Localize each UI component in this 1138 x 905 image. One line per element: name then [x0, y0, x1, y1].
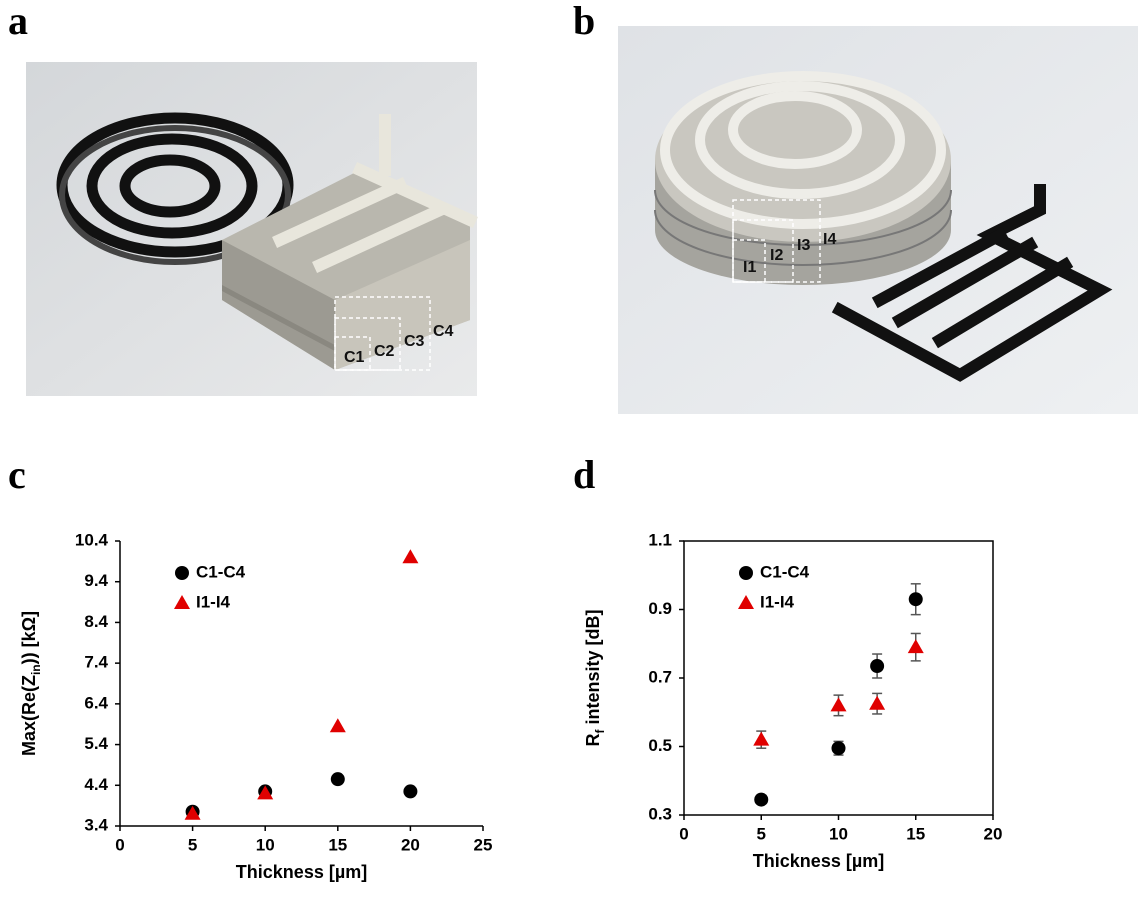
legend-label: C1-C4	[760, 562, 810, 581]
y-tick-label: 8.4	[84, 612, 108, 631]
y-tick-label: 0.9	[648, 599, 672, 618]
panel-label: b	[573, 0, 595, 43]
marker	[754, 793, 768, 807]
marker	[403, 784, 417, 798]
y-axis-label-part: )) [kΩ]	[19, 611, 39, 664]
y-tick-label: 6.4	[84, 693, 108, 712]
x-tick-label: 10	[256, 835, 275, 854]
legend-label: I1-I4	[760, 592, 795, 611]
panel-label: a	[8, 0, 28, 43]
annotation: I4	[823, 231, 836, 248]
x-tick-label: 15	[906, 824, 925, 843]
y-tick-label: 4.4	[84, 775, 108, 794]
annotation: C3	[404, 333, 425, 350]
x-tick-label: 5	[757, 824, 766, 843]
y-tick-label: 0.3	[648, 804, 672, 823]
x-axis-label: Thickness [µm]	[753, 851, 884, 871]
panel-label: d	[573, 452, 595, 497]
y-tick-label: 5.4	[84, 734, 108, 753]
y-tick-label: 10.4	[75, 530, 109, 549]
x-tick-label: 20	[984, 824, 1003, 843]
marker	[908, 639, 924, 653]
x-tick-label: 15	[328, 835, 347, 854]
x-tick-label: 10	[829, 824, 848, 843]
marker	[753, 732, 769, 746]
marker	[870, 659, 884, 673]
y-axis-label: Max(Re(Zin)) [kΩ]	[19, 611, 43, 756]
annotation: I3	[797, 237, 810, 254]
plot-frame	[684, 541, 993, 815]
y-tick-label: 0.5	[648, 736, 672, 755]
y-axis-label: Rf intensity [dB]	[583, 610, 607, 747]
annotation: I1	[743, 259, 756, 276]
annotation: C4	[433, 323, 454, 340]
x-tick-label: 25	[474, 835, 493, 854]
legend-marker	[739, 566, 753, 580]
y-tick-label: 7.4	[84, 653, 108, 672]
x-tick-label: 0	[115, 835, 124, 854]
render-a: C1 C2 C3 C4	[26, 62, 477, 396]
marker	[832, 741, 846, 755]
y-axis-label-part: Max(Re(Z	[19, 675, 39, 756]
y-axis-label-part: R	[583, 734, 603, 747]
y-axis-label-part: in	[29, 664, 43, 675]
annotation: I2	[770, 247, 783, 264]
y-tick-label: 1.1	[648, 530, 672, 549]
y-axis-label-part: intensity [dB]	[583, 610, 603, 730]
x-axis-label: Thickness [µm]	[236, 862, 367, 882]
marker	[331, 772, 345, 786]
marker	[869, 696, 885, 710]
legend-label: I1-I4	[196, 592, 231, 611]
legend-marker	[174, 595, 190, 609]
legend-marker	[175, 566, 189, 580]
y-tick-label: 3.4	[84, 815, 108, 834]
x-tick-label: 20	[401, 835, 420, 854]
marker	[330, 718, 346, 732]
panel-label: c	[8, 452, 26, 497]
legend-label: C1-C4	[196, 562, 246, 581]
marker	[831, 697, 847, 711]
marker	[402, 549, 418, 563]
x-tick-label: 0	[679, 824, 688, 843]
legend-marker	[738, 595, 754, 609]
figure: a b c d C1 C2 C3 C4	[0, 0, 1138, 905]
y-tick-label: 9.4	[84, 571, 108, 590]
x-tick-label: 5	[188, 835, 197, 854]
annotation: C1	[344, 349, 365, 366]
annotation: C2	[374, 343, 395, 360]
y-tick-label: 0.7	[648, 667, 672, 686]
marker	[909, 592, 923, 606]
render-b: I1 I2 I3 I4	[618, 26, 1138, 414]
